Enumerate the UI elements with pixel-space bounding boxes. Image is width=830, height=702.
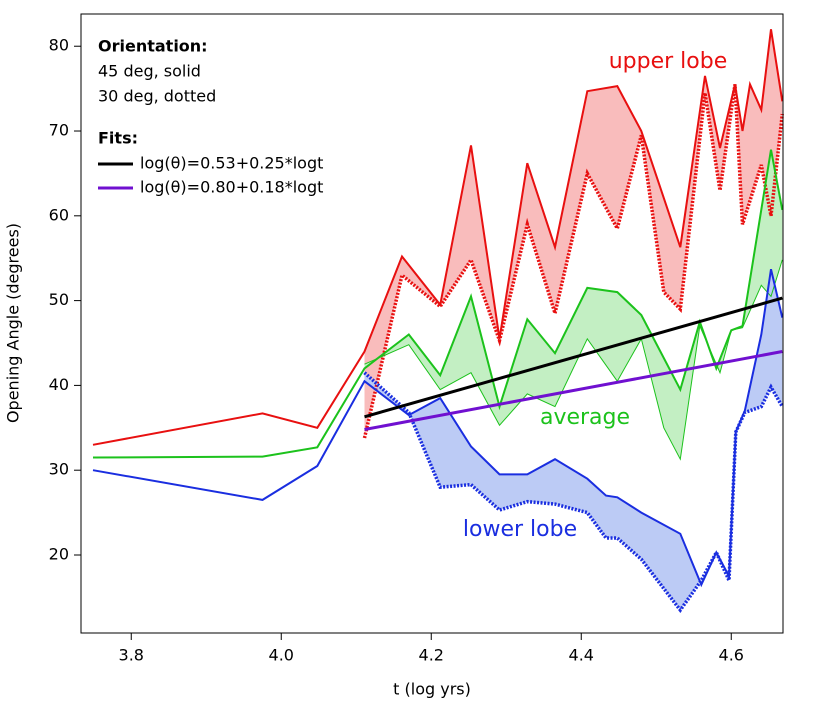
y-tick-label: 70 — [49, 121, 69, 140]
solid-line — [92, 29, 784, 446]
y-tick-label: 60 — [49, 205, 69, 224]
band-fill — [364, 269, 783, 611]
x-tick-label: 3.8 — [119, 646, 144, 665]
x-tick-label: 4.6 — [719, 646, 744, 665]
legend-title: Orientation: — [98, 37, 208, 56]
legend-label: log(θ)=0.53+0.25*logt — [140, 154, 323, 173]
solid-line — [92, 149, 784, 459]
y-tick-label: 80 — [49, 36, 69, 55]
fit-line — [364, 350, 783, 431]
y-tick-label: 20 — [49, 544, 69, 563]
x-axis-label: t (log yrs) — [393, 680, 471, 699]
y-tick-label: 30 — [49, 460, 69, 479]
x-tick-label: 4.2 — [419, 646, 444, 665]
legend-text: 45 deg, solid — [98, 62, 201, 81]
y-axis-label: Opening Angle (degrees) — [4, 223, 23, 423]
dotted-line — [362, 84, 785, 439]
legend-text: 30 deg, dotted — [98, 87, 216, 106]
plot-frame — [80, 13, 784, 634]
dotted-line — [363, 371, 784, 614]
x-tick-label: 4.4 — [569, 646, 594, 665]
legend-title: Fits: — [98, 129, 138, 148]
series-label: average — [540, 405, 630, 430]
series-label: lower lobe — [463, 517, 577, 542]
x-tick-label: 4.0 — [269, 646, 294, 665]
series-label: upper lobe — [609, 49, 728, 74]
y-tick-label: 50 — [49, 290, 69, 309]
fit-line — [364, 296, 783, 419]
legend-label: log(θ)=0.80+0.18*logt — [140, 178, 323, 197]
y-tick-label: 40 — [49, 375, 69, 394]
